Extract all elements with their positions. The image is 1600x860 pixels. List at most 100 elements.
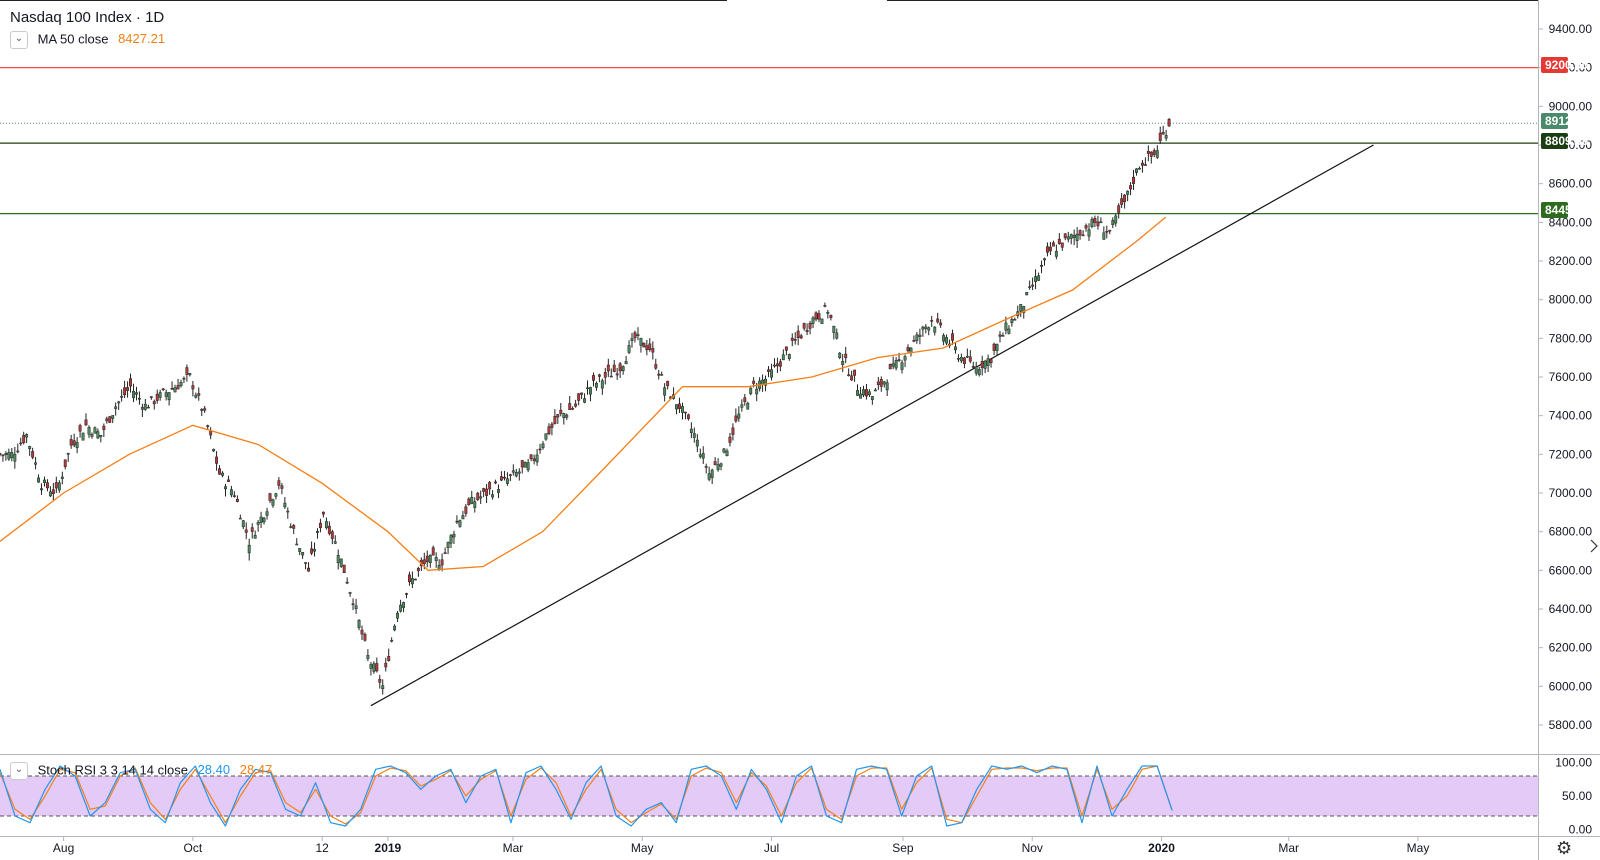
- candle-up: [526, 462, 530, 471]
- candle-down: [105, 418, 109, 422]
- candle-up: [1069, 234, 1073, 239]
- candle-up: [1037, 275, 1041, 281]
- candle-down: [54, 482, 58, 489]
- candle-down: [176, 385, 180, 390]
- candle-up: [959, 357, 963, 362]
- candle-down: [304, 562, 308, 564]
- candle-up: [891, 363, 895, 367]
- candle-up: [188, 373, 192, 376]
- candle-up: [381, 685, 385, 690]
- candle-up: [458, 520, 462, 527]
- candle-up: [535, 454, 539, 463]
- candle-up: [479, 496, 483, 499]
- candle-down: [232, 495, 236, 497]
- candle-up: [505, 478, 509, 484]
- candle-down: [387, 656, 391, 661]
- candle-down: [968, 356, 972, 362]
- candle-down: [532, 458, 536, 461]
- price-pane[interactable]: [0, 67, 1538, 707]
- stoch-rsi-pane[interactable]: [0, 765, 1538, 827]
- candle-up: [722, 448, 726, 453]
- time-tick-label: Jul: [764, 841, 779, 855]
- candle-down: [482, 488, 486, 492]
- candle-up: [137, 397, 141, 400]
- candle-down: [606, 364, 610, 372]
- candle-down: [342, 564, 346, 573]
- candle-down: [1051, 242, 1055, 247]
- candle-down: [802, 323, 806, 329]
- candle-down: [22, 434, 26, 443]
- candle-down: [330, 531, 334, 539]
- price-axis[interactable]: 5800.00 6000.00 6200.00 6400.00 6600.00 6800.…: [1538, 22, 1592, 732]
- candle-down: [1093, 217, 1097, 223]
- price-tick-label: 7800.00: [1549, 331, 1593, 345]
- stoch-tick-label: 100.00: [1555, 756, 1592, 770]
- candle-down: [494, 481, 497, 484]
- candle-down: [808, 323, 812, 329]
- candle-up: [120, 396, 124, 398]
- candle-up: [132, 390, 135, 399]
- candle-up: [140, 407, 144, 410]
- candle-down: [666, 380, 670, 387]
- candle-up: [81, 432, 85, 441]
- ma-label[interactable]: MA 50 close: [37, 31, 109, 47]
- stoch-axis[interactable]: 0.00 50.00 100.00: [1555, 756, 1592, 837]
- stoch-label[interactable]: Stoch RSI 3 3 14 14 close: [37, 762, 188, 778]
- stoch-tick-label: 50.00: [1562, 789, 1592, 803]
- candle-up: [847, 374, 851, 377]
- candle-up: [87, 427, 91, 435]
- candle-up: [158, 392, 162, 398]
- stoch-d-line: [0, 765, 1173, 825]
- candle-down: [559, 409, 563, 414]
- candle-down: [823, 305, 827, 307]
- candle-down: [678, 403, 681, 409]
- candle-up: [57, 482, 61, 491]
- ma-50-line: [0, 216, 1167, 572]
- candle-up: [1135, 168, 1138, 173]
- candle-down: [464, 506, 468, 514]
- candle-down: [612, 364, 616, 372]
- candle-up: [34, 462, 38, 465]
- candle-down: [1045, 246, 1049, 253]
- candle-down: [1063, 233, 1067, 239]
- candle-down: [853, 369, 857, 376]
- candle-down: [307, 567, 310, 572]
- candle-up: [885, 382, 889, 391]
- candle-up: [1007, 328, 1011, 334]
- trendline: [370, 144, 1374, 707]
- candle-down: [728, 436, 732, 443]
- candle-down: [244, 529, 248, 533]
- chevron-down-icon[interactable]: ⌄: [10, 31, 28, 49]
- candle-up: [588, 387, 592, 395]
- candle-up: [366, 655, 370, 659]
- candle-down: [508, 474, 512, 476]
- candle-up: [313, 549, 316, 552]
- candle-down: [0, 453, 2, 455]
- chevron-down-icon[interactable]: ⌄: [10, 762, 28, 780]
- candle-up: [681, 406, 684, 413]
- candle-down: [227, 479, 230, 482]
- candle-down: [571, 408, 575, 410]
- candle-up: [194, 394, 198, 398]
- candle-up: [238, 517, 242, 520]
- candle-up: [621, 366, 625, 372]
- stoch-k-line: [0, 765, 1173, 827]
- price-tick-label: 6800.00: [1549, 525, 1593, 539]
- candle-down: [1096, 221, 1100, 227]
- candle-up: [820, 318, 824, 324]
- candle-up: [164, 392, 168, 397]
- candle-up: [716, 464, 720, 470]
- time-axis[interactable]: Aug Oct 12 2019 Mar May Jul Sep Nov 2020 Mar May: [53, 836, 1429, 855]
- gear-icon[interactable]: ⚙: [1556, 838, 1573, 858]
- candle-up: [770, 369, 773, 378]
- candle-up: [497, 489, 500, 493]
- candle-up: [1066, 236, 1070, 240]
- candle-down: [850, 375, 854, 381]
- candle-up: [399, 604, 403, 612]
- candle-down: [888, 363, 892, 370]
- candle-down: [865, 389, 868, 397]
- candle-down: [651, 348, 655, 353]
- candle-up: [10, 452, 14, 458]
- price-tick-label: 7200.00: [1549, 447, 1593, 461]
